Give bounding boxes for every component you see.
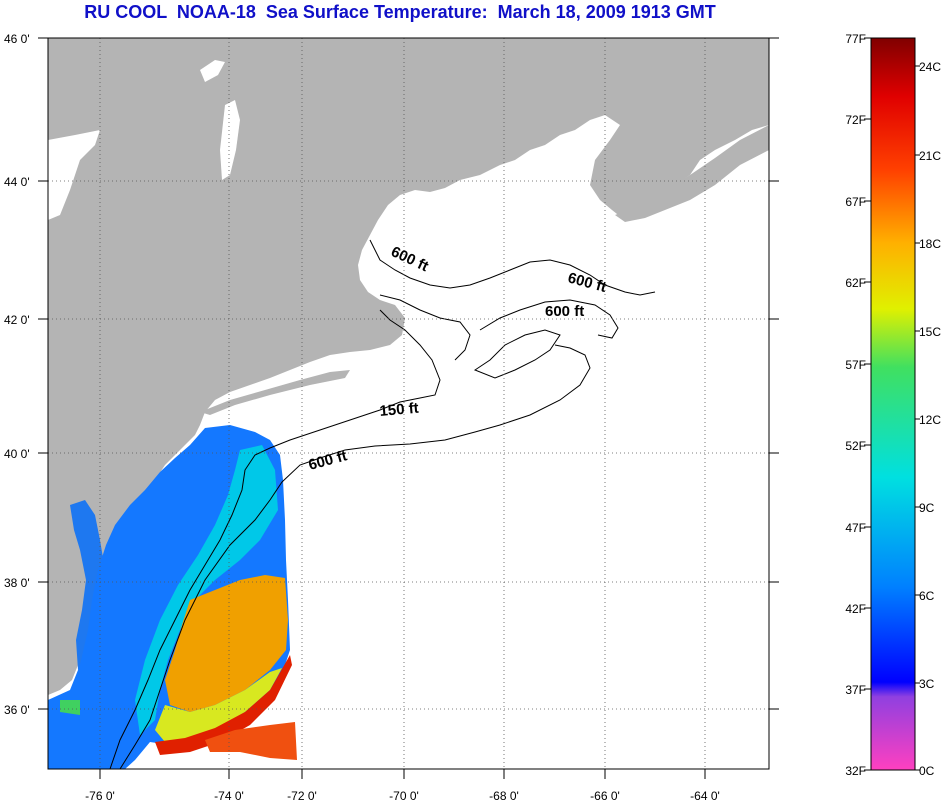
sst-gulf-stream-patch xyxy=(205,722,297,760)
lake-white-3 xyxy=(220,100,240,180)
contour-label: 150 ft xyxy=(379,400,420,420)
contour-600ft-south xyxy=(119,344,591,769)
contour-150ft xyxy=(109,309,441,769)
lon-label: -66 0' xyxy=(590,789,620,803)
lat-label: 36 0' xyxy=(4,703,30,717)
fahrenheit-label: 52F xyxy=(845,439,866,453)
contour-label: 600 ft xyxy=(545,303,584,320)
contour-600ft-gb xyxy=(479,299,619,339)
celsius-label: 24C xyxy=(919,60,941,74)
celsius-label: 21C xyxy=(919,149,941,163)
contour-georges xyxy=(473,329,561,379)
fahrenheit-labels: 77F 72F 67F 62F 57F 52F 47F 42F 37F 32F xyxy=(845,32,866,778)
temperature-colorbar xyxy=(870,37,916,771)
lat-label: 46 0' xyxy=(4,32,30,46)
land-long-island xyxy=(200,370,350,415)
lon-label: -64 0' xyxy=(690,789,720,803)
fahrenheit-label: 47F xyxy=(845,521,866,535)
lat-label: 38 0' xyxy=(4,576,30,590)
chesapeake-bay xyxy=(70,500,105,670)
sst-mid-band xyxy=(135,445,278,735)
lon-label: -70 0' xyxy=(389,789,419,803)
fahrenheit-label: 67F xyxy=(845,195,866,209)
celsius-label: 0C xyxy=(919,764,935,778)
fahrenheit-label: 77F xyxy=(845,32,866,46)
celsius-label: 6C xyxy=(919,589,935,603)
lake-white xyxy=(48,130,100,220)
lon-label: -76 0' xyxy=(85,789,115,803)
map-ticks xyxy=(38,37,779,779)
sst-green-inshore xyxy=(60,700,80,715)
land-us-coast xyxy=(48,38,769,695)
fahrenheit-label: 62F xyxy=(845,276,866,290)
celsius-label: 15C xyxy=(919,325,941,339)
bathymetry-contours xyxy=(109,239,656,769)
lon-label: -74 0' xyxy=(214,789,244,803)
lat-label: 44 0' xyxy=(4,175,30,189)
fahrenheit-label: 37F xyxy=(845,683,866,697)
sst-warm-patch xyxy=(165,575,288,712)
celsius-label: 18C xyxy=(919,237,941,251)
lat-label: 40 0' xyxy=(4,447,30,461)
colorbar-ticks xyxy=(864,37,920,771)
fahrenheit-label: 72F xyxy=(845,113,866,127)
lon-label: -68 0' xyxy=(489,789,519,803)
longitude-labels: -76 0' -74 0' -72 0' -70 0' -68 0' -66 0… xyxy=(85,789,720,803)
lat-label: 42 0' xyxy=(4,313,30,327)
celsius-label: 3C xyxy=(919,677,935,691)
map-title: RU COOL NOAA-18 Sea Surface Temperature:… xyxy=(84,2,716,22)
contour-600ft-gulf xyxy=(369,239,656,296)
sst-yellow-band xyxy=(155,668,282,742)
map-frame xyxy=(47,37,770,770)
contour-inner-gulf xyxy=(379,294,471,361)
grid-lines xyxy=(48,38,769,769)
celsius-labels: 24C 21C 18C 15C 12C 9C 6C 3C 0C xyxy=(919,60,941,778)
land-nova-scotia xyxy=(615,38,769,222)
lon-label: -72 0' xyxy=(287,789,317,803)
lake-white-2 xyxy=(200,60,225,82)
celsius-label: 12C xyxy=(919,413,941,427)
fahrenheit-label: 57F xyxy=(845,358,866,372)
latitude-labels: 46 0' 44 0' 42 0' 40 0' 38 0' 36 0' xyxy=(4,32,30,717)
fahrenheit-label: 32F xyxy=(845,764,866,778)
fahrenheit-label: 42F xyxy=(845,602,866,616)
celsius-label: 9C xyxy=(919,501,935,515)
